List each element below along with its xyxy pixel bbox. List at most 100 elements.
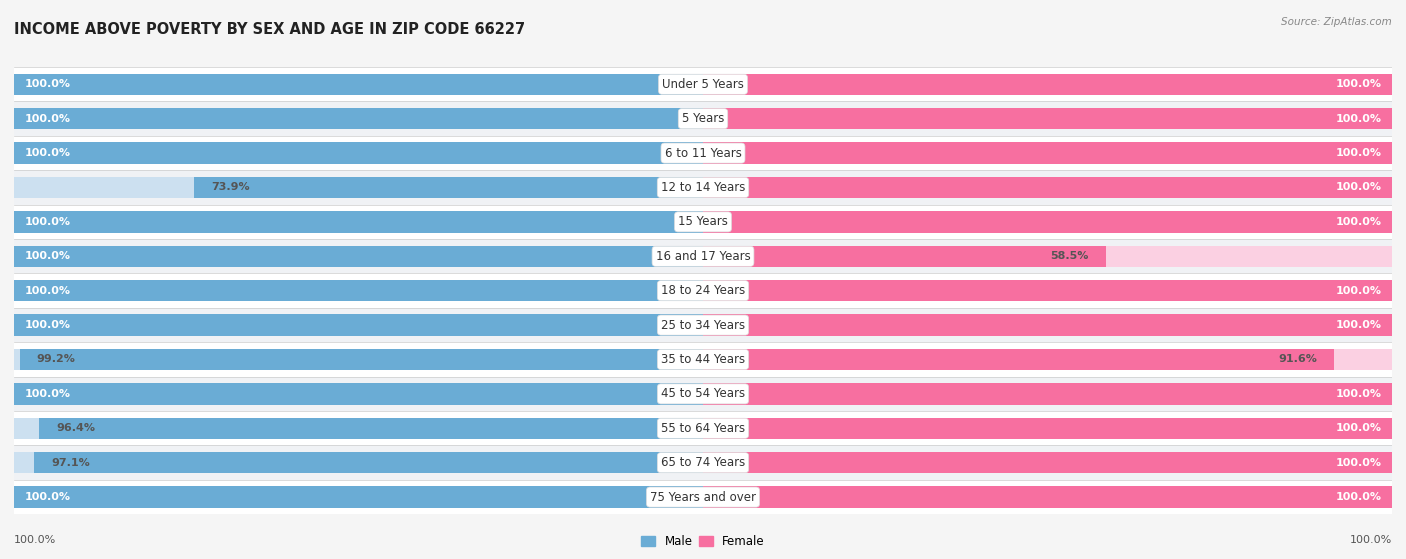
Bar (194, 177, 703, 198)
Text: 100.0%: 100.0% (24, 286, 70, 296)
Bar (703, 349, 1334, 370)
Bar (14, 446, 1392, 480)
Text: 100.0%: 100.0% (24, 252, 70, 261)
Bar (14, 245, 703, 267)
Text: Source: ZipAtlas.com: Source: ZipAtlas.com (1281, 17, 1392, 27)
Bar (14, 377, 1392, 411)
Bar (14, 177, 703, 198)
Bar (14, 486, 703, 508)
Text: 55 to 64 Years: 55 to 64 Years (661, 422, 745, 435)
Text: 75 Years and over: 75 Years and over (650, 491, 756, 504)
Bar (703, 177, 1392, 198)
Bar (703, 314, 1392, 336)
Bar (703, 383, 1392, 405)
Text: 25 to 34 Years: 25 to 34 Years (661, 319, 745, 331)
Text: Under 5 Years: Under 5 Years (662, 78, 744, 91)
Bar (14, 74, 703, 95)
Text: 100.0%: 100.0% (24, 389, 70, 399)
Text: 100.0%: 100.0% (24, 320, 70, 330)
Text: 45 to 54 Years: 45 to 54 Years (661, 387, 745, 400)
Text: 16 and 17 Years: 16 and 17 Years (655, 250, 751, 263)
Bar (14, 67, 1392, 102)
Text: 100.0%: 100.0% (1336, 492, 1382, 502)
Text: 100.0%: 100.0% (1336, 217, 1382, 227)
Text: 96.4%: 96.4% (56, 423, 96, 433)
Text: 100.0%: 100.0% (1336, 389, 1382, 399)
Bar (14, 480, 1392, 514)
Bar (703, 108, 1392, 129)
Bar (14, 170, 1392, 205)
Text: 100.0%: 100.0% (1336, 182, 1382, 192)
Text: 100.0%: 100.0% (14, 535, 56, 545)
Bar (703, 486, 1392, 508)
Bar (14, 314, 703, 336)
Bar (703, 143, 1392, 164)
Text: 100.0%: 100.0% (1336, 320, 1382, 330)
Bar (14, 143, 703, 164)
Bar (703, 418, 1392, 439)
Text: 100.0%: 100.0% (1336, 148, 1382, 158)
Bar (14, 383, 703, 405)
Bar (39, 418, 703, 439)
Bar (703, 245, 1107, 267)
Text: 12 to 14 Years: 12 to 14 Years (661, 181, 745, 194)
Bar (703, 245, 1392, 267)
Bar (14, 108, 703, 129)
Bar (703, 108, 1392, 129)
Bar (14, 452, 703, 473)
Bar (14, 108, 703, 129)
Bar (703, 383, 1392, 405)
Text: 100.0%: 100.0% (1336, 79, 1382, 89)
Text: 18 to 24 Years: 18 to 24 Years (661, 284, 745, 297)
Bar (14, 349, 703, 370)
Text: 100.0%: 100.0% (24, 113, 70, 124)
Text: 99.2%: 99.2% (37, 354, 76, 364)
Bar (14, 74, 703, 95)
Text: 100.0%: 100.0% (1350, 535, 1392, 545)
Text: 100.0%: 100.0% (24, 492, 70, 502)
Text: 100.0%: 100.0% (24, 79, 70, 89)
Bar (14, 280, 703, 301)
Text: 65 to 74 Years: 65 to 74 Years (661, 456, 745, 469)
Bar (14, 308, 1392, 342)
Bar (20, 349, 703, 370)
Bar (14, 245, 703, 267)
Text: 100.0%: 100.0% (1336, 286, 1382, 296)
Text: 100.0%: 100.0% (1336, 458, 1382, 468)
Text: INCOME ABOVE POVERTY BY SEX AND AGE IN ZIP CODE 66227: INCOME ABOVE POVERTY BY SEX AND AGE IN Z… (14, 22, 526, 37)
Bar (14, 280, 703, 301)
Bar (14, 211, 703, 233)
Bar (703, 452, 1392, 473)
Bar (14, 342, 1392, 377)
Text: 100.0%: 100.0% (1336, 113, 1382, 124)
Text: 100.0%: 100.0% (24, 217, 70, 227)
Bar (34, 452, 703, 473)
Bar (703, 280, 1392, 301)
Text: 35 to 44 Years: 35 to 44 Years (661, 353, 745, 366)
Bar (14, 486, 703, 508)
Bar (703, 74, 1392, 95)
Text: 97.1%: 97.1% (51, 458, 90, 468)
Bar (703, 280, 1392, 301)
Text: 5 Years: 5 Years (682, 112, 724, 125)
Bar (703, 211, 1392, 233)
Bar (14, 239, 1392, 273)
Bar (703, 452, 1392, 473)
Text: 6 to 11 Years: 6 to 11 Years (665, 146, 741, 159)
Bar (14, 314, 703, 336)
Bar (703, 349, 1392, 370)
Bar (14, 383, 703, 405)
Text: 58.5%: 58.5% (1050, 252, 1088, 261)
Bar (14, 273, 1392, 308)
Text: 15 Years: 15 Years (678, 215, 728, 229)
Bar (703, 486, 1392, 508)
Bar (703, 418, 1392, 439)
Bar (14, 102, 1392, 136)
Bar (14, 136, 1392, 170)
Bar (703, 74, 1392, 95)
Bar (703, 143, 1392, 164)
Bar (14, 211, 703, 233)
Bar (14, 205, 1392, 239)
Text: 100.0%: 100.0% (1336, 423, 1382, 433)
Bar (703, 314, 1392, 336)
